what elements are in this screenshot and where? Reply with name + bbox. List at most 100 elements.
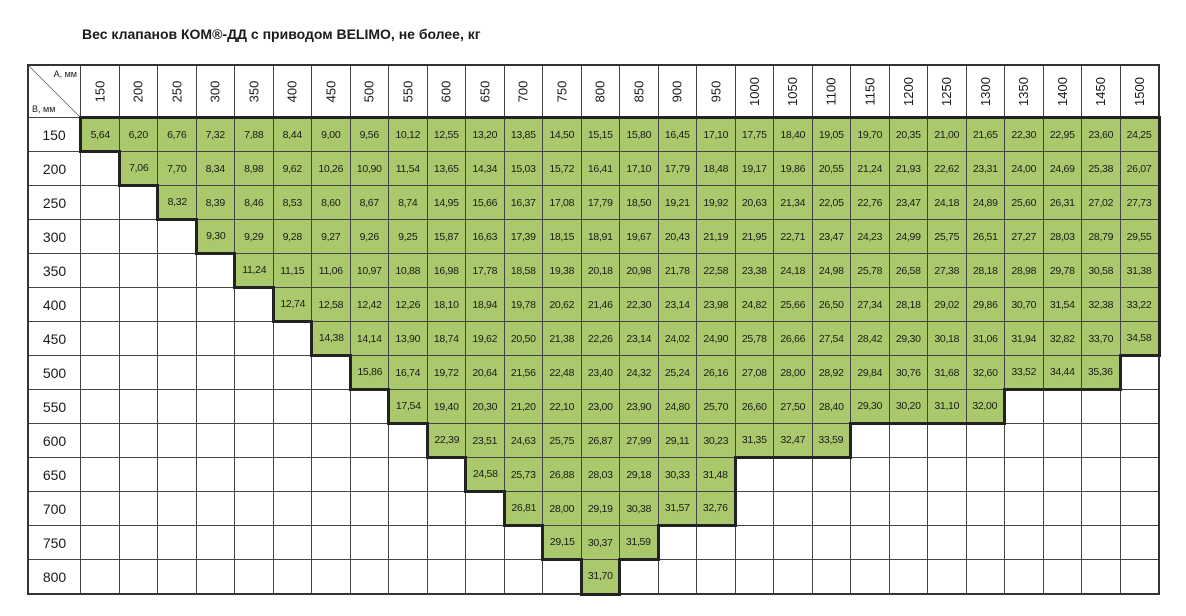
weight-cell: 8,74: [388, 185, 428, 220]
empty-cell: [850, 525, 890, 560]
weight-cell: 24,98: [811, 253, 851, 288]
weight-cell: 27,38: [927, 253, 967, 288]
weight-cell: 17,79: [580, 185, 620, 220]
weight-cell: 21,93: [888, 151, 928, 186]
table-row: 350 11,24 11,15 11,06 10,97 10,88 16,98 17,78 18…: [27, 253, 1161, 289]
empty-cell: [888, 457, 928, 492]
column-header: 900: [657, 64, 697, 118]
empty-cell: [118, 355, 158, 390]
empty-cell: [80, 491, 120, 526]
column-label: 750: [554, 80, 570, 102]
weight-cell: 20,62: [542, 287, 582, 322]
weight-cell: 19,38: [542, 253, 582, 288]
weight-cell: 23,47: [888, 185, 928, 220]
empty-cell: [80, 185, 120, 220]
empty-cell: [388, 525, 428, 560]
empty-cell: [1119, 389, 1160, 424]
empty-cell: [1042, 491, 1082, 526]
weight-cell: 24,69: [1042, 151, 1082, 186]
column-label: 1500: [1131, 76, 1147, 106]
empty-cell: [157, 389, 197, 424]
weight-cell: 17,79: [657, 151, 697, 186]
empty-cell: [80, 389, 120, 424]
weight-cell: 20,35: [888, 116, 928, 152]
weight-cell: 7,70: [157, 151, 197, 186]
weight-cell: 8,46: [234, 185, 274, 220]
empty-cell: [234, 423, 274, 458]
empty-cell: [157, 457, 197, 492]
weight-cell: 20,50: [503, 321, 543, 356]
empty-cell: [195, 355, 235, 390]
weight-cell: 25,38: [1081, 151, 1121, 186]
empty-cell: [157, 423, 197, 458]
weight-cell: 22,62: [927, 151, 967, 186]
weight-cell: 19,78: [503, 287, 543, 322]
weight-cell: 17,54: [387, 389, 428, 425]
empty-cell: [195, 559, 235, 595]
weight-cell: 32,00: [965, 389, 1006, 425]
weight-cell: 25,75: [542, 423, 582, 458]
column-header: 1500: [1119, 64, 1160, 118]
column-header: 150: [80, 64, 120, 118]
weight-cell: 23,14: [657, 287, 697, 322]
weight-cell: 20,55: [811, 151, 851, 186]
empty-cell: [1042, 423, 1082, 458]
weight-cell: 18,50: [619, 185, 659, 220]
weight-cell: 26,50: [811, 287, 851, 322]
column-header: 1300: [965, 64, 1005, 118]
empty-cell: [234, 389, 274, 424]
empty-cell: [927, 491, 967, 526]
empty-cell: [888, 491, 928, 526]
empty-cell: [195, 253, 235, 288]
empty-cell: [927, 559, 967, 595]
weight-cell: 9,28: [272, 219, 312, 254]
empty-cell: [811, 559, 851, 595]
empty-cell: [272, 355, 312, 390]
empty-cell: [1042, 559, 1082, 595]
weight-cell: 21,65: [965, 116, 1005, 152]
empty-cell: [1042, 525, 1082, 560]
weight-cell: 15,15: [580, 116, 620, 152]
empty-cell: [234, 559, 274, 595]
column-header: 450: [311, 64, 351, 118]
empty-cell: [234, 321, 274, 356]
weight-cell: 20,43: [657, 219, 697, 254]
empty-cell: [349, 389, 389, 424]
weight-cell: 30,76: [888, 355, 928, 390]
weight-cell: 26,88: [542, 457, 582, 492]
weight-cell: 31,10: [927, 389, 967, 425]
weight-cell: 11,06: [311, 253, 351, 288]
row-label: 300: [27, 219, 81, 254]
empty-cell: [272, 389, 312, 424]
column-label: 800: [592, 80, 608, 102]
table-row: 700 26,81 28,00 29,19 30,38 31,57 32,76: [27, 491, 1160, 527]
column-label: 1050: [785, 76, 801, 106]
table-row: 750 29,15 30,37 31,59: [27, 525, 1160, 561]
empty-cell: [465, 491, 505, 526]
weight-cell: 26,16: [696, 355, 736, 390]
empty-cell: [311, 457, 351, 492]
empty-cell: [426, 491, 466, 526]
weight-cell: 15,03: [503, 151, 543, 186]
table-row: 150 5,64 6,20 6,76 7,32 7,88 8,44 9,00 9,56 10,12…: [27, 116, 1161, 153]
weight-cell: 29,86: [965, 287, 1005, 322]
column-label: 1200: [900, 76, 916, 106]
weight-cell: 18,94: [465, 287, 505, 322]
empty-cell: [234, 491, 274, 526]
empty-cell: [349, 559, 389, 595]
empty-cell: [118, 457, 158, 492]
row-label: 250: [27, 185, 81, 220]
empty-cell: [388, 491, 428, 526]
column-header: 1000: [734, 64, 774, 118]
weight-cell: 21,34: [773, 185, 813, 220]
weight-cell: 19,72: [426, 355, 466, 390]
weight-cell: 30,58: [1081, 253, 1121, 288]
weight-cell: 31,54: [1042, 287, 1082, 322]
empty-cell: [80, 219, 120, 254]
weight-cell: 17,78: [465, 253, 505, 288]
weight-cell: 25,78: [734, 321, 774, 356]
weight-cell: 13,65: [426, 151, 466, 186]
weight-cell: 31,68: [927, 355, 967, 390]
row-label: 800: [27, 559, 81, 595]
empty-cell: [927, 525, 967, 560]
